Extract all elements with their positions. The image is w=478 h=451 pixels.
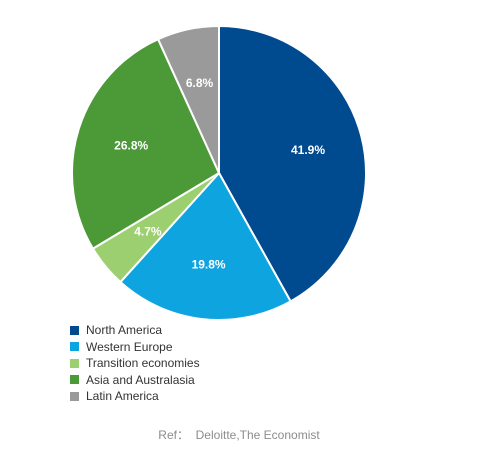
- legend-item-north-america: North America: [70, 322, 200, 339]
- legend-swatch: [70, 325, 79, 335]
- legend-swatch: [70, 342, 79, 352]
- legend-label: Latin America: [86, 389, 159, 404]
- legend-label: North America: [86, 323, 163, 338]
- pie-slice-asia-and-australasia: [70, 37, 221, 250]
- legend-item-latin-america: Latin America: [70, 388, 200, 405]
- legend-label: Transition economies: [86, 356, 200, 371]
- legend-swatch: [70, 391, 79, 401]
- pie-slices: [70, 24, 367, 321]
- legend-item-asia-and-australasia: Asia and Australasia: [70, 372, 200, 389]
- slice-label-transition-economies: 4.7%: [134, 224, 162, 238]
- source-note: Ref： Deloitte,The Economist: [158, 428, 320, 442]
- slice-label-western-europe: 19.8%: [192, 257, 226, 271]
- legend-label: Western Europe: [86, 339, 173, 354]
- legend-swatch: [70, 375, 79, 385]
- pie-slice-north-america: [218, 24, 367, 303]
- pie-slice-labels: 41.9% 19.8% 4.7% 26.8% 6.8%: [114, 76, 325, 271]
- legend-swatch: [70, 358, 79, 368]
- pie-slice-western-europe: [118, 171, 292, 321]
- legend-item-western-europe: Western Europe: [70, 339, 200, 356]
- legend-item-transition-economies: Transition economies: [70, 355, 200, 372]
- legend-label: Asia and Australasia: [86, 372, 195, 387]
- slice-label-asia-and-australasia: 26.8%: [114, 139, 148, 153]
- slice-label-north-america: 41.9%: [291, 143, 325, 157]
- pie-slice-latin-america: [156, 24, 220, 174]
- slice-label-latin-america: 6.8%: [186, 76, 214, 90]
- chart-legend: North America Western Europe Transition …: [70, 322, 200, 405]
